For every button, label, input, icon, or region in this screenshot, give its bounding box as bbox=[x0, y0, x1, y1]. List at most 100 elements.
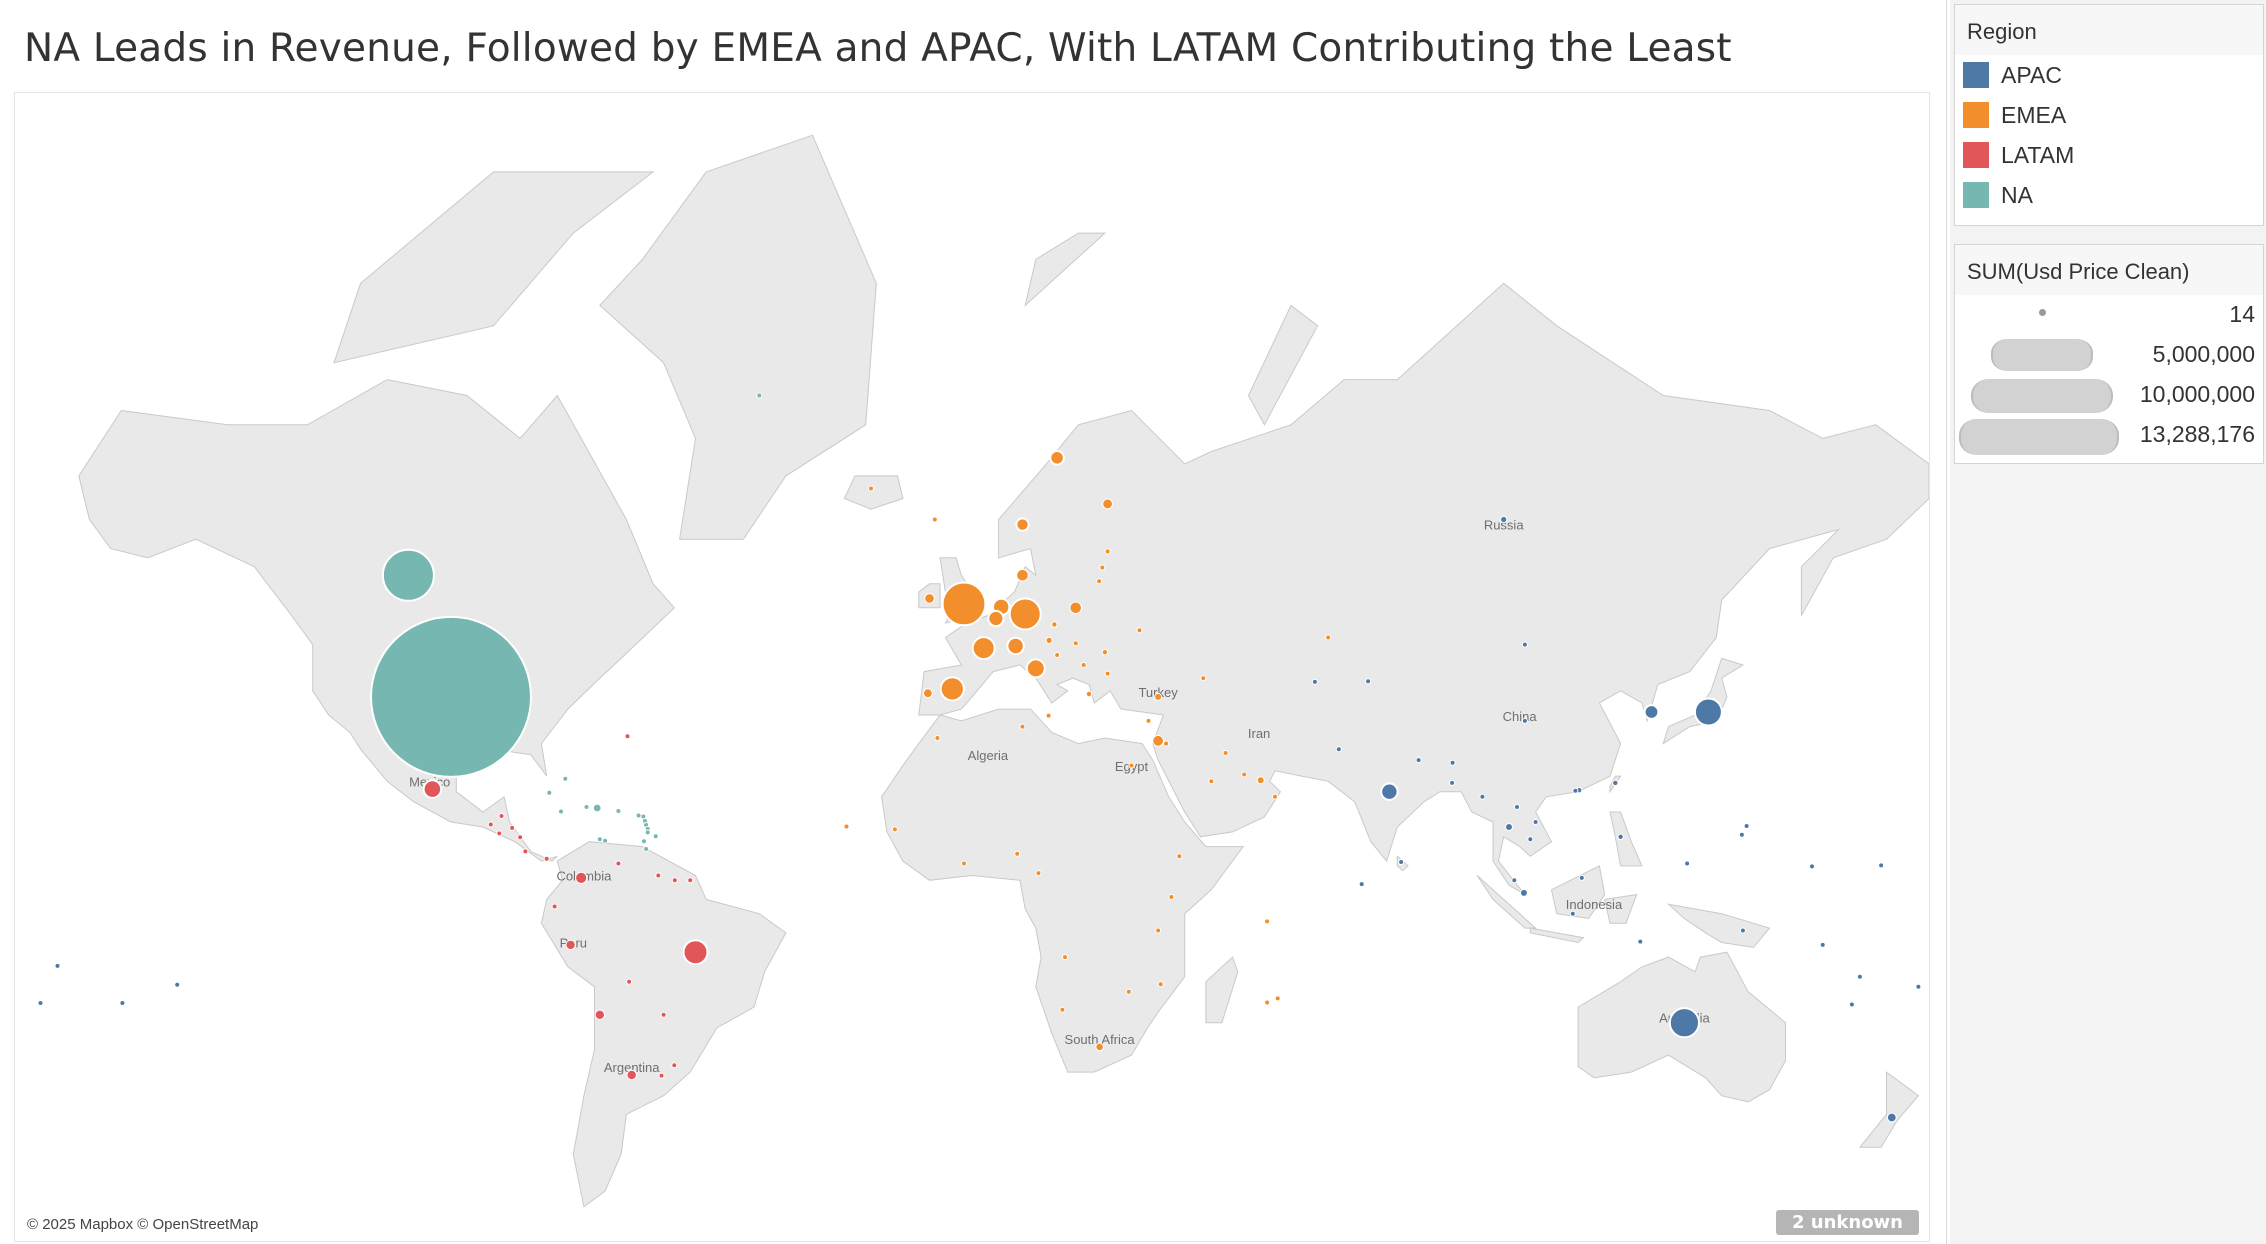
unknown-locations-badge[interactable]: 2 unknown bbox=[1775, 1210, 1919, 1235]
marker-latam[interactable]: Argentina bbox=[626, 1069, 637, 1081]
legend-item-emea[interactable]: EMEA bbox=[1955, 95, 2263, 135]
marker-emea[interactable]: Israel bbox=[1152, 734, 1164, 747]
marker-na[interactable]: Puerto Rico bbox=[615, 808, 622, 814]
marker-apac[interactable]: Fiji bbox=[1915, 983, 1922, 990]
marker-apac[interactable]: Papua New Guinea bbox=[1739, 927, 1746, 934]
marker-emea[interactable]: Croatia bbox=[1054, 652, 1061, 658]
marker-emea[interactable]: Nigeria bbox=[1014, 850, 1021, 857]
marker-emea[interactable]: Denmark bbox=[1016, 569, 1029, 582]
marker-na[interactable]: Curacao bbox=[602, 837, 609, 844]
marker-na[interactable]: St Lucia bbox=[644, 829, 651, 836]
marker-na[interactable]: Greenland bbox=[756, 392, 763, 399]
marker-emea[interactable]: Tanzania bbox=[1155, 927, 1162, 934]
marker-apac[interactable]: Vanuatu bbox=[1856, 973, 1863, 980]
marker-emea[interactable]: Oman bbox=[1272, 793, 1278, 800]
marker-emea[interactable]: UAE bbox=[1256, 776, 1265, 785]
marker-emea[interactable]: Mauritius bbox=[1274, 995, 1281, 1002]
marker-na[interactable]: St Kitts bbox=[635, 812, 642, 819]
marker-apac[interactable]: Singapore bbox=[1519, 888, 1528, 897]
marker-latam[interactable]: Honduras bbox=[509, 824, 516, 831]
marker-apac[interactable]: Solomon Islands bbox=[1819, 941, 1826, 948]
marker-apac[interactable]: Samoa bbox=[54, 962, 61, 969]
marker-apac[interactable]: Cambodia bbox=[1527, 836, 1534, 843]
marker-emea[interactable]: Cyprus bbox=[1145, 717, 1152, 724]
marker-emea[interactable]: Zimbabwe bbox=[1125, 988, 1132, 995]
marker-emea[interactable]: Jordan bbox=[1163, 740, 1170, 747]
marker-latam[interactable]: Buenos Aires bbox=[658, 1072, 665, 1079]
marker-latam[interactable]: Ecuador bbox=[551, 903, 558, 910]
marker-apac[interactable]: New Caledonia bbox=[1848, 1001, 1855, 1008]
marker-emea[interactable]: Namibia bbox=[1059, 1006, 1066, 1013]
marker-apac[interactable]: Bangladesh bbox=[1449, 779, 1456, 786]
marker-emea[interactable]: Angola bbox=[1062, 954, 1068, 961]
marker-emea[interactable]: Spain bbox=[939, 676, 965, 702]
marker-na[interactable]: Canada bbox=[381, 548, 435, 602]
marker-emea[interactable]: Kazakhstan bbox=[1325, 634, 1332, 641]
legend-item-na[interactable]: NA bbox=[1955, 175, 2263, 215]
marker-apac[interactable]: Pakistan bbox=[1335, 746, 1342, 753]
marker-emea[interactable]: Ireland bbox=[924, 593, 935, 604]
marker-apac[interactable]: Uzbekistan bbox=[1311, 678, 1318, 685]
marker-emea[interactable]: Sweden bbox=[1049, 450, 1065, 466]
marker-emea[interactable]: Czechia bbox=[1051, 621, 1058, 628]
marker-emea[interactable]: Kenya bbox=[1168, 894, 1175, 900]
marker-emea[interactable]: Seychelles bbox=[1264, 918, 1271, 925]
marker-emea[interactable]: Egypt bbox=[1128, 762, 1135, 769]
marker-emea[interactable]: Poland bbox=[1069, 601, 1082, 615]
marker-emea[interactable]: Greece bbox=[1085, 690, 1093, 698]
marker-na[interactable]: Grenada bbox=[641, 838, 647, 845]
marker-apac[interactable]: Guam bbox=[1738, 831, 1745, 838]
marker-apac[interactable]: Vietnam bbox=[1532, 819, 1539, 825]
marker-latam[interactable]: Bolivia bbox=[626, 978, 633, 985]
marker-apac[interactable]: South Korea bbox=[1643, 704, 1660, 720]
marker-na[interactable]: Haiti bbox=[583, 804, 590, 810]
marker-latam[interactable]: Panama bbox=[543, 855, 550, 862]
marker-latam[interactable]: Costa Rica bbox=[522, 848, 529, 855]
marker-latam[interactable]: Venezuela bbox=[615, 860, 622, 867]
marker-emea[interactable]: Latvia bbox=[1099, 564, 1106, 571]
marker-emea[interactable]: Romania bbox=[1101, 649, 1109, 656]
marker-emea[interactable]: Saudi Arabia bbox=[1208, 778, 1215, 785]
marker-apac[interactable]: Palau bbox=[1684, 860, 1691, 867]
marker-apac[interactable]: Cook Islands bbox=[119, 1000, 126, 1006]
marker-apac[interactable]: Malaysia bbox=[1511, 877, 1518, 884]
marker-apac[interactable]: Russia bbox=[1500, 515, 1508, 524]
marker-emea[interactable]: Lithuania bbox=[1096, 578, 1103, 585]
marker-apac[interactable]: Marshall Islands bbox=[1878, 862, 1885, 869]
marker-apac[interactable]: Micronesia bbox=[1809, 863, 1815, 870]
marker-apac[interactable]: Philippines bbox=[1617, 833, 1624, 840]
marker-latam[interactable]: Mexico bbox=[422, 779, 443, 799]
size-legend-item[interactable]: 10,000,000 bbox=[1955, 375, 2263, 415]
marker-latam[interactable]: Paraguay bbox=[660, 1011, 667, 1018]
marker-apac[interactable]: China bbox=[1521, 717, 1528, 724]
size-legend-item[interactable]: 13,288,176 bbox=[1955, 415, 2263, 455]
map-attribution[interactable]: © 2025 Mapbox © OpenStreetMap bbox=[27, 1216, 259, 1233]
marker-latam[interactable]: Nicaragua bbox=[517, 834, 524, 841]
marker-emea[interactable]: Malta bbox=[1045, 712, 1052, 719]
marker-apac[interactable]: East Timor bbox=[1637, 938, 1644, 945]
marker-latam[interactable]: Guatemala bbox=[487, 821, 494, 828]
marker-apac[interactable]: Nepal bbox=[1415, 757, 1422, 764]
marker-emea[interactable]: Austria bbox=[1045, 636, 1053, 645]
marker-latam[interactable]: Bermuda area bbox=[624, 733, 631, 740]
marker-emea[interactable]: Georgia bbox=[1200, 675, 1207, 682]
marker-na[interactable]: Bahamas bbox=[562, 775, 569, 782]
marker-apac[interactable]: Sri Lanka bbox=[1398, 859, 1405, 865]
size-legend-item[interactable]: 5,000,000 bbox=[1955, 335, 2263, 375]
marker-na[interactable]: Aruba bbox=[596, 836, 603, 843]
marker-na[interactable]: Barbados bbox=[652, 833, 659, 840]
marker-emea[interactable]: Kuwait bbox=[1222, 750, 1229, 756]
marker-emea[interactable]: United Kingdom bbox=[941, 581, 987, 627]
marker-apac[interactable]: Australia bbox=[1668, 1007, 1701, 1039]
marker-emea[interactable]: Switzerland bbox=[1006, 636, 1025, 656]
marker-latam[interactable]: Belize bbox=[498, 813, 505, 819]
marker-latam[interactable]: Suriname bbox=[671, 877, 678, 884]
marker-apac[interactable]: Brunei bbox=[1578, 874, 1585, 881]
legend-item-apac[interactable]: APAC bbox=[1955, 55, 2263, 95]
marker-apac[interactable]: Kyrgyzstan bbox=[1365, 678, 1372, 685]
marker-emea[interactable]: Serbia bbox=[1080, 662, 1087, 668]
marker-apac[interactable]: Myanmar bbox=[1479, 793, 1486, 800]
marker-emea[interactable]: Faroe bbox=[931, 516, 938, 523]
marker-emea[interactable]: Belgium bbox=[987, 609, 1005, 628]
marker-emea[interactable]: France bbox=[971, 636, 996, 661]
